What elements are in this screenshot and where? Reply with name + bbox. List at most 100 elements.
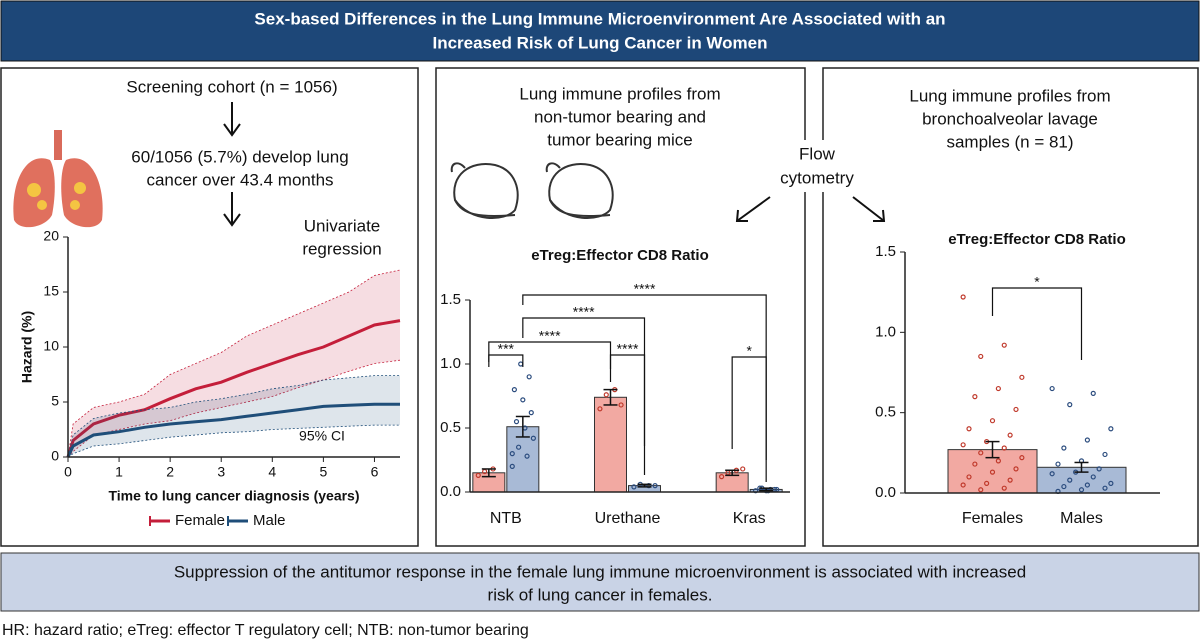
data-point: [989, 469, 996, 475]
title: Increased Risk of Lung Cancer in Women: [432, 33, 767, 52]
data-point: [1007, 477, 1013, 483]
y-tick-label: 15: [43, 283, 59, 299]
data-point: [475, 472, 481, 478]
data-point: [1090, 390, 1096, 396]
data-point: [740, 466, 746, 472]
data-point: [1102, 485, 1108, 491]
panel: [0, 67, 419, 547]
y-tick-label: 1.5: [440, 291, 461, 308]
data-point: [719, 474, 725, 480]
data-point: [1001, 342, 1007, 348]
data-point: [1055, 461, 1061, 467]
lungs-icon: [13, 130, 103, 228]
data-point: [966, 426, 972, 432]
data-point: [631, 484, 637, 490]
x-tick-label: NTB: [490, 510, 522, 527]
x-tick-label: 1: [115, 464, 123, 480]
data-point: [960, 442, 966, 448]
y-tick-label: 0.5: [875, 404, 896, 421]
data-point: [1102, 451, 1108, 458]
outcome: 60/1056 (5.7%) develop lung: [131, 147, 348, 166]
y-tick-label: 0.0: [440, 483, 461, 500]
method: regression: [302, 239, 381, 258]
ci-line: [67, 424, 400, 458]
data-point: [995, 458, 1001, 464]
chart-title: eTreg:Effector CD8 Ratio: [531, 247, 709, 264]
data-point: [516, 444, 522, 450]
data-point: [509, 463, 515, 469]
data-point: [509, 451, 515, 457]
data-point: [1108, 480, 1114, 486]
hazard-line: [66, 402, 400, 458]
y-tick-label: 0: [51, 448, 59, 464]
footnote: HR: hazard ratio; eTreg: effector T regu…: [2, 622, 529, 639]
data-point: [618, 402, 624, 408]
y-tick-label: 1.0: [440, 355, 461, 372]
significance-label: ****: [634, 281, 656, 297]
data-point: [972, 461, 978, 467]
heading: tumor bearing mice: [547, 130, 693, 149]
data-point: [1108, 426, 1114, 432]
x-tick-label: 0: [64, 464, 72, 480]
data-point: [1007, 432, 1013, 438]
ci-line: [67, 375, 400, 458]
y-tick-label: 5: [51, 393, 59, 409]
label-backdrop: [782, 140, 852, 192]
y-tick-label: 0.5: [440, 419, 461, 436]
data-point: [1001, 485, 1007, 491]
method: Flow: [799, 144, 836, 163]
data-point: [1084, 482, 1090, 488]
mouse-icons: [450, 162, 614, 220]
data-point: [524, 453, 530, 459]
ci-line: [67, 269, 401, 458]
y-axis-label: Hazard (%): [19, 311, 35, 383]
data-point: [960, 294, 966, 300]
data-point: [520, 397, 526, 403]
x-tick-label: 4: [268, 464, 276, 480]
data-point: [989, 418, 996, 424]
significance-label: ****: [617, 341, 639, 357]
conclusion: Suppression of the antitumor response in…: [174, 562, 1026, 581]
data-point: [984, 480, 990, 486]
x-tick-label: Urethane: [595, 510, 661, 527]
significance-bracket: [731, 356, 767, 482]
data-point: [597, 406, 603, 412]
data-point: [1019, 455, 1025, 461]
data-point: [1001, 445, 1007, 451]
data-point: [978, 353, 984, 360]
legend-label: Male: [253, 512, 286, 529]
x-tick-label: 6: [371, 464, 379, 480]
method: cytometry: [780, 168, 854, 187]
ci-band: [68, 375, 400, 457]
data-point: [972, 394, 978, 400]
method: Univariate: [304, 216, 381, 235]
bar: [594, 396, 627, 493]
x-axis-label: Time to lung cancer diagnosis (years): [108, 488, 359, 504]
heading: non-tumor bearing and: [534, 107, 706, 126]
data-point: [978, 487, 984, 493]
x-tick-label: 5: [319, 464, 327, 480]
conclusion: risk of lung cancer in females.: [488, 585, 713, 604]
panel: [435, 67, 806, 547]
y-tick-label: 20: [43, 228, 59, 244]
hazard-line: [66, 319, 401, 458]
conclusion-box: [0, 552, 1200, 612]
x-tick-label: Males: [1060, 510, 1103, 527]
annotation: 95% CI: [299, 428, 345, 444]
data-point: [603, 392, 609, 398]
data-point: [1090, 474, 1096, 480]
x-tick-label: 2: [166, 464, 174, 480]
y-tick-label: 1.5: [875, 243, 896, 260]
significance-bracket: [991, 287, 1083, 360]
data-point: [1061, 483, 1067, 490]
heading: samples (n = 81): [946, 132, 1073, 151]
data-point: [1013, 406, 1019, 413]
data-point: [960, 482, 966, 488]
x-tick-label: 3: [217, 464, 225, 480]
data-point: [511, 387, 517, 393]
y-tick-label: 0.0: [875, 484, 896, 501]
arrows: [223, 102, 241, 227]
data-point: [652, 483, 658, 489]
data-point: [1084, 437, 1090, 443]
